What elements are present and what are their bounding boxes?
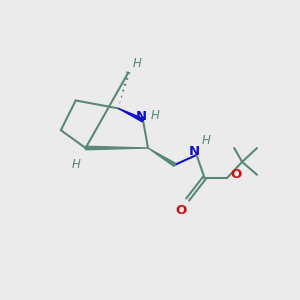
Text: N: N xyxy=(189,145,200,158)
Text: O: O xyxy=(175,205,186,218)
Text: H: H xyxy=(202,134,210,147)
Text: N: N xyxy=(136,110,147,123)
Text: H: H xyxy=(133,57,142,70)
Text: H: H xyxy=(151,109,160,122)
Polygon shape xyxy=(85,146,148,150)
Text: O: O xyxy=(230,168,242,181)
Text: H: H xyxy=(71,158,80,171)
Polygon shape xyxy=(148,148,176,166)
Polygon shape xyxy=(118,108,144,122)
